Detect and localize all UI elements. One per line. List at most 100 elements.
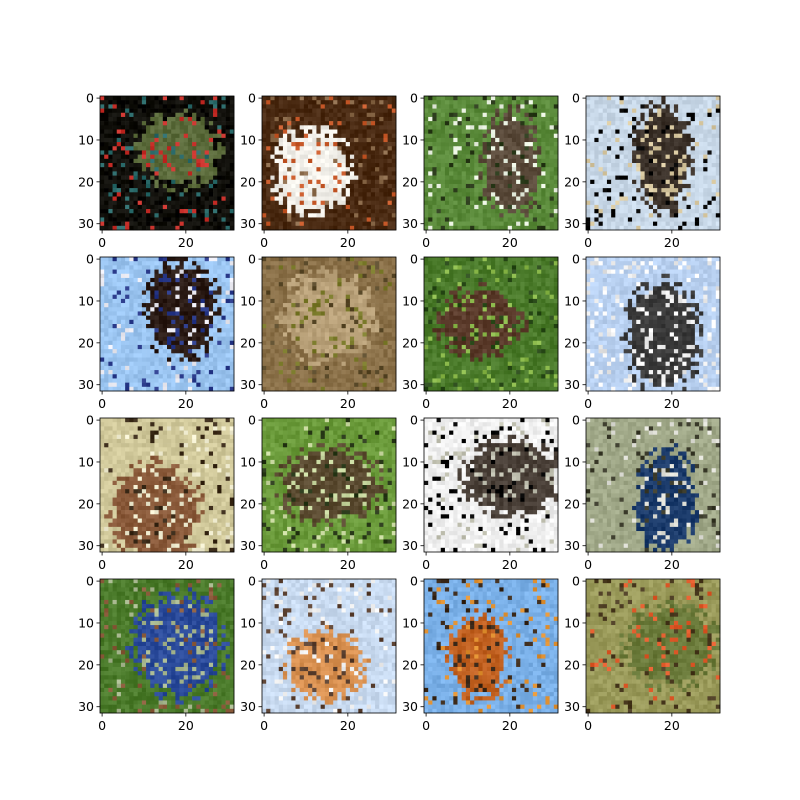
y-tick-label: 0 xyxy=(86,91,94,106)
y-tick-label: 10 xyxy=(78,132,94,147)
x-tick-label: 0 xyxy=(260,718,268,733)
x-tick-label: 0 xyxy=(584,718,592,733)
y-tick-label: 30 xyxy=(240,699,256,714)
y-tick-label: 30 xyxy=(564,377,580,392)
x-tick-label: 20 xyxy=(178,396,194,411)
x-tick-label: 0 xyxy=(584,235,592,250)
y-tick-label: 10 xyxy=(564,132,580,147)
bird-image xyxy=(262,96,396,230)
y-tick-label: 30 xyxy=(78,216,94,231)
y-tick-label: 10 xyxy=(78,454,94,469)
y-tick-label: 0 xyxy=(248,91,256,106)
y-tick-label: 30 xyxy=(240,216,256,231)
y-tick-label: 20 xyxy=(564,496,580,511)
y-tick-label: 10 xyxy=(402,615,418,630)
x-tick-label: 20 xyxy=(178,718,194,733)
bird-image xyxy=(100,418,234,552)
y-tick-label: 10 xyxy=(240,132,256,147)
x-tick-label: 0 xyxy=(260,396,268,411)
bird-image xyxy=(586,579,720,713)
y-tick-label: 0 xyxy=(248,252,256,267)
bird-image xyxy=(100,257,234,391)
x-tick-label: 0 xyxy=(584,396,592,411)
x-tick-label: 0 xyxy=(98,396,106,411)
y-tick-label: 20 xyxy=(78,496,94,511)
y-tick-label: 10 xyxy=(402,454,418,469)
y-tick-label: 30 xyxy=(402,216,418,231)
y-tick-label: 30 xyxy=(78,538,94,553)
y-tick-label: 20 xyxy=(564,174,580,189)
x-tick-label: 20 xyxy=(340,235,356,250)
y-tick-label: 10 xyxy=(78,293,94,308)
y-tick-label: 10 xyxy=(402,132,418,147)
y-tick-label: 20 xyxy=(78,657,94,672)
x-tick-label: 20 xyxy=(664,235,680,250)
y-tick-label: 0 xyxy=(86,252,94,267)
y-tick-label: 20 xyxy=(564,335,580,350)
y-tick-label: 0 xyxy=(248,413,256,428)
y-tick-label: 30 xyxy=(402,538,418,553)
y-tick-label: 0 xyxy=(572,91,580,106)
y-tick-label: 0 xyxy=(410,574,418,589)
bird-image xyxy=(424,257,558,391)
y-tick-label: 20 xyxy=(78,335,94,350)
y-tick-label: 30 xyxy=(240,377,256,392)
bird-image xyxy=(586,96,720,230)
y-tick-label: 20 xyxy=(240,496,256,511)
y-tick-label: 20 xyxy=(402,657,418,672)
x-tick-label: 0 xyxy=(422,396,430,411)
x-tick-label: 0 xyxy=(98,557,106,572)
y-tick-label: 20 xyxy=(564,657,580,672)
x-tick-label: 20 xyxy=(502,235,518,250)
y-tick-label: 0 xyxy=(410,91,418,106)
bird-image xyxy=(262,418,396,552)
y-tick-label: 10 xyxy=(402,293,418,308)
x-tick-label: 20 xyxy=(340,557,356,572)
bird-image xyxy=(424,418,558,552)
y-tick-label: 10 xyxy=(564,454,580,469)
x-tick-label: 0 xyxy=(260,557,268,572)
y-tick-label: 0 xyxy=(86,574,94,589)
x-tick-label: 20 xyxy=(340,396,356,411)
y-tick-label: 20 xyxy=(240,174,256,189)
x-tick-label: 0 xyxy=(422,718,430,733)
x-tick-label: 0 xyxy=(422,235,430,250)
bird-image xyxy=(586,257,720,391)
y-tick-label: 20 xyxy=(240,335,256,350)
x-tick-label: 0 xyxy=(98,235,106,250)
bird-image xyxy=(100,96,234,230)
x-tick-label: 20 xyxy=(502,718,518,733)
y-tick-label: 0 xyxy=(572,252,580,267)
y-tick-label: 0 xyxy=(248,574,256,589)
y-tick-label: 20 xyxy=(402,174,418,189)
x-tick-label: 20 xyxy=(502,396,518,411)
y-tick-label: 0 xyxy=(572,413,580,428)
bird-image xyxy=(100,579,234,713)
y-tick-label: 20 xyxy=(402,496,418,511)
bird-image xyxy=(424,96,558,230)
y-tick-label: 20 xyxy=(240,657,256,672)
y-tick-label: 30 xyxy=(564,699,580,714)
y-tick-label: 0 xyxy=(410,252,418,267)
y-tick-label: 10 xyxy=(78,615,94,630)
x-tick-label: 20 xyxy=(178,235,194,250)
x-tick-label: 20 xyxy=(502,557,518,572)
x-tick-label: 20 xyxy=(664,718,680,733)
bird-image xyxy=(586,418,720,552)
y-tick-label: 30 xyxy=(78,699,94,714)
y-tick-label: 10 xyxy=(240,615,256,630)
y-tick-label: 0 xyxy=(410,413,418,428)
bird-image xyxy=(262,257,396,391)
